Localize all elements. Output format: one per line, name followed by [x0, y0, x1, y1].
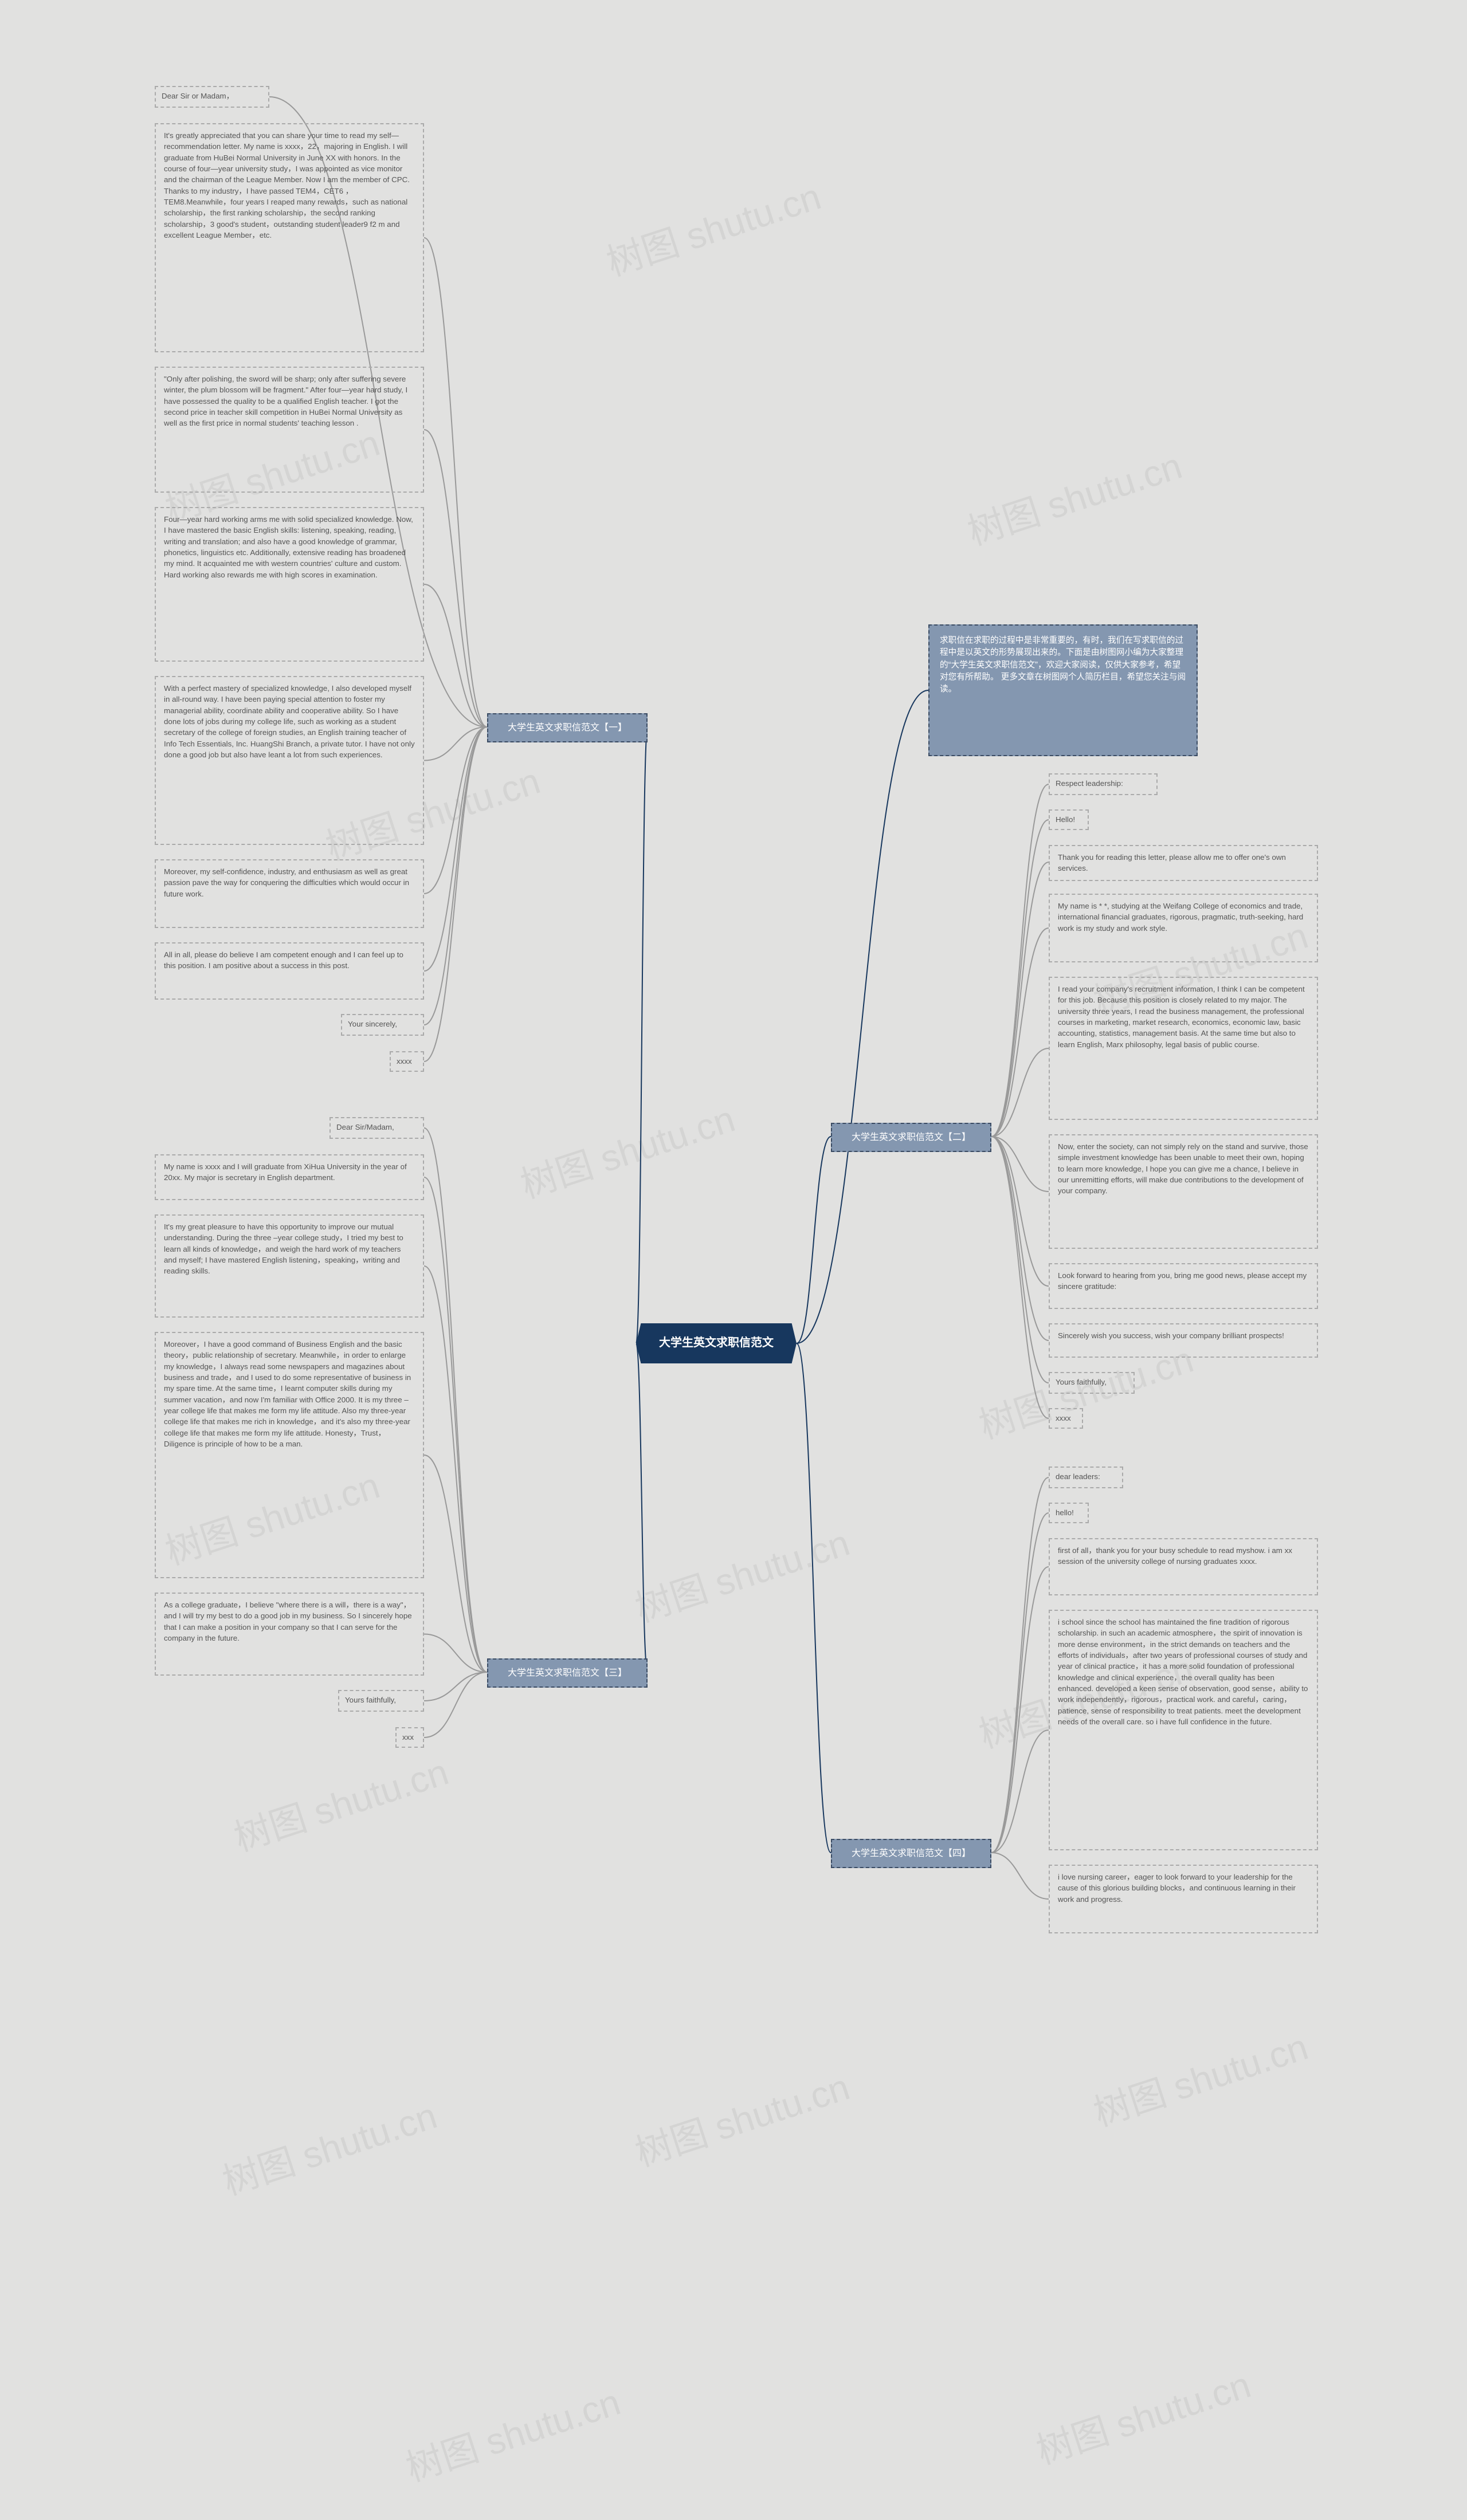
leaf-b1-1: It's greatly appreciated that you can sh…	[155, 123, 424, 352]
leaf-b3-2: It's my great pleasure to have this oppo…	[155, 1214, 424, 1318]
leaf-b4-1: hello!	[1049, 1503, 1089, 1523]
leaf-b3-3: Moreover，I have a good command of Busine…	[155, 1332, 424, 1578]
branch-node-3: 大学生英文求职信范文【三】	[487, 1658, 648, 1688]
leaf-b3-6: xxx	[395, 1727, 424, 1748]
watermark: 树图 shutu.cn	[627, 1513, 855, 1632]
watermark: 树图 shutu.cn	[215, 2086, 442, 2205]
leaf-b4-3: i school since the school has maintained…	[1049, 1610, 1318, 1850]
intro-node: 求职信在求职的过程中是非常重要的，有时，我们在写求职信的过程中是以英文的形势展现…	[928, 624, 1198, 756]
leaf-b3-4: As a college graduate，I believe "where t…	[155, 1593, 424, 1676]
watermark: 树图 shutu.cn	[1029, 2356, 1256, 2474]
leaf-b1-6: All in all, please do believe I am compe…	[155, 942, 424, 1000]
leaf-b4-0: dear leaders:	[1049, 1467, 1123, 1488]
leaf-b1-0: Dear Sir or Madam，	[155, 86, 269, 108]
leaf-b2-5: Now, enter the society, can not simply r…	[1049, 1134, 1318, 1249]
leaf-b1-7: Your sincerely,	[341, 1014, 424, 1036]
leaf-b1-4: With a perfect mastery of specialized kn…	[155, 676, 424, 845]
leaf-b2-0: Respect leadership:	[1049, 773, 1158, 795]
leaf-b2-8: Yours faithfully,	[1049, 1372, 1135, 1394]
leaf-b2-2: Thank you for reading this letter, pleas…	[1049, 845, 1318, 881]
branch-node-2: 大学生英文求职信范文【二】	[831, 1123, 991, 1152]
leaf-b2-7: Sincerely wish you success, wish your co…	[1049, 1323, 1318, 1358]
leaf-b1-5: Moreover, my self-confidence, industry, …	[155, 859, 424, 928]
leaf-b2-9: xxxx	[1049, 1408, 1083, 1429]
watermark: 树图 shutu.cn	[960, 437, 1187, 555]
leaf-b2-6: Look forward to hearing from you, bring …	[1049, 1263, 1318, 1309]
leaf-b3-5: Yours faithfully,	[338, 1690, 424, 1712]
leaf-b2-4: I read your company's recruitment inform…	[1049, 977, 1318, 1120]
leaf-b1-3: Four—year hard working arms me with soli…	[155, 507, 424, 662]
branch-node-4: 大学生英文求职信范文【四】	[831, 1839, 991, 1868]
leaf-b4-2: first of all，thank you for your busy sch…	[1049, 1538, 1318, 1595]
center-node: 大学生英文求职信范文	[636, 1323, 797, 1363]
leaf-b3-0: Dear Sir/Madam,	[330, 1117, 424, 1139]
leaf-b2-3: My name is * *, studying at the Weifang …	[1049, 894, 1318, 962]
watermark: 树图 shutu.cn	[599, 167, 826, 286]
watermark: 树图 shutu.cn	[1086, 2018, 1313, 2136]
leaf-b4-4: i love nursing career，eager to look forw…	[1049, 1865, 1318, 1933]
branch-node-1: 大学生英文求职信范文【一】	[487, 713, 648, 742]
watermark: 树图 shutu.cn	[226, 1743, 454, 1861]
watermark: 树图 shutu.cn	[398, 2373, 626, 2491]
leaf-b1-2: "Only after polishing, the sword will be…	[155, 367, 424, 493]
watermark: 树图 shutu.cn	[627, 2058, 855, 2176]
watermark: 树图 shutu.cn	[513, 1090, 740, 1208]
leaf-b2-1: Hello!	[1049, 809, 1089, 830]
leaf-b1-8: xxxx	[390, 1051, 424, 1072]
leaf-b3-1: My name is xxxx and I will graduate from…	[155, 1154, 424, 1200]
